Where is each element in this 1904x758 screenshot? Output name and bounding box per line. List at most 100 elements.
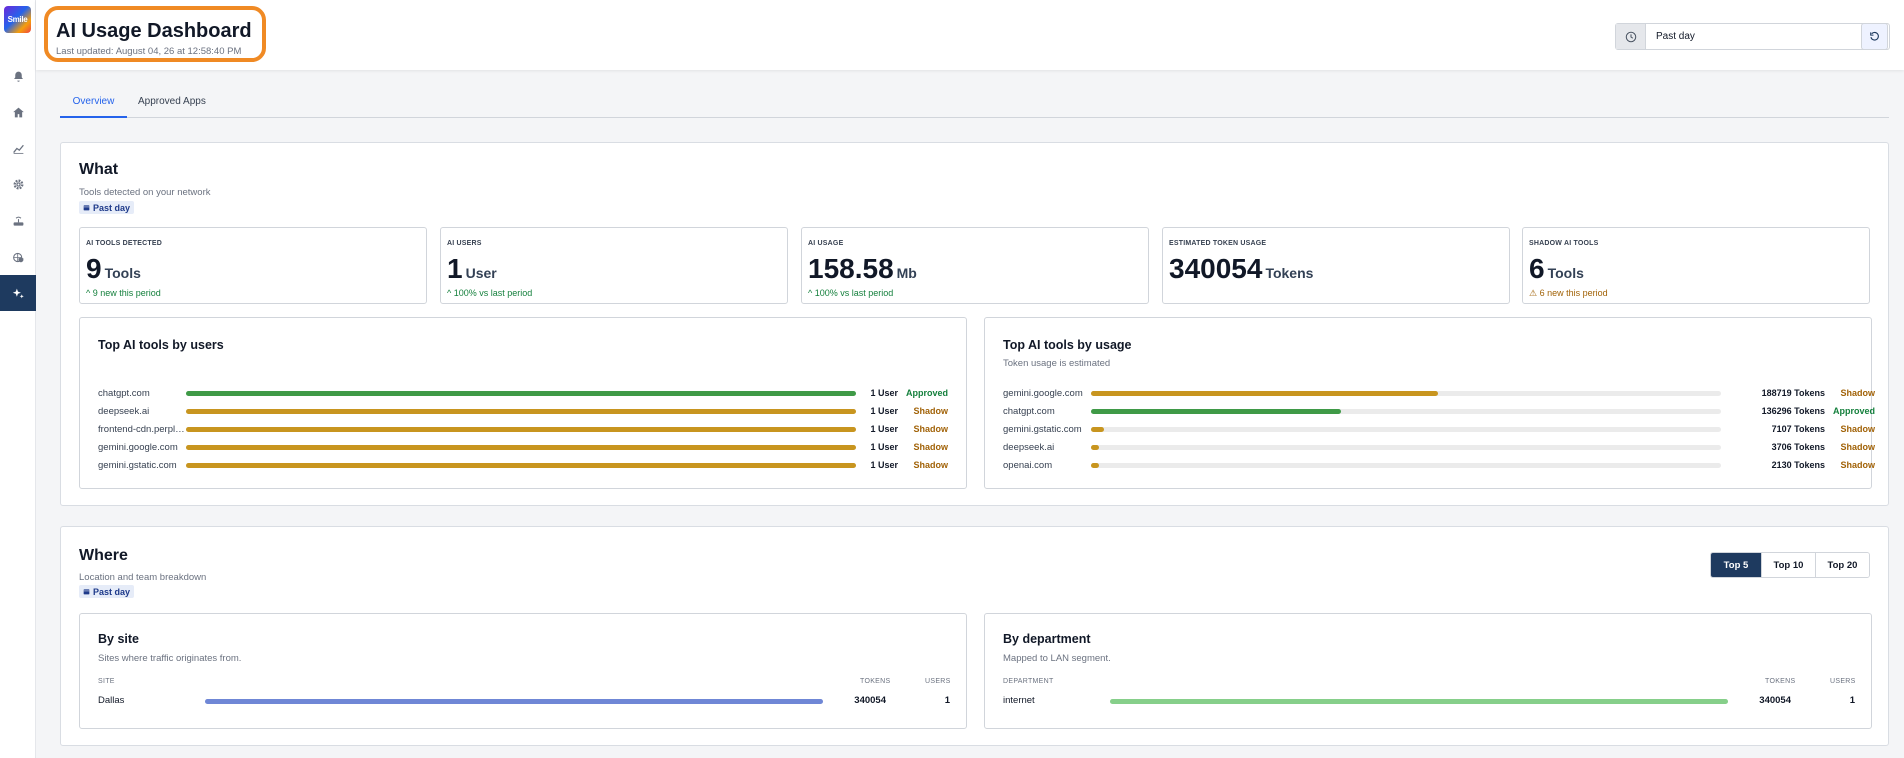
tool-count: 1 User — [870, 460, 898, 470]
bar-fill — [186, 390, 856, 396]
router-icon — [13, 216, 23, 226]
tool-count: 2130 Tokens — [1771, 460, 1825, 470]
column-header-users: USERS — [925, 678, 951, 685]
bar-track — [1091, 462, 1721, 468]
status-badge: Approved — [1832, 406, 1875, 416]
users-row[interactable]: gemini.google.com 1 User Shadow — [98, 440, 948, 454]
stat-value: 1 User — [447, 253, 497, 284]
sidebar-item-network-security[interactable] — [0, 239, 36, 275]
clock-icon — [1616, 24, 1646, 49]
last-updated-text: Last updated: August 04, 26 at 12:58:40 … — [56, 46, 242, 57]
sidebar-item-router[interactable] — [0, 203, 36, 239]
status-badge: Approved — [905, 388, 948, 398]
stat-card-shadow-ai: SHADOW AI TOOLS 6 Tools ⚠ 6 new this peri… — [1522, 227, 1870, 304]
tab-approved-apps[interactable]: Approved Apps — [138, 96, 206, 107]
stat-note: ^ 9 new this period — [86, 288, 161, 298]
tool-name: gemini.gstatic.com — [98, 459, 177, 471]
bell-icon — [13, 71, 23, 82]
home-icon — [12, 107, 24, 117]
tool-name: deepseek.ai — [1003, 441, 1055, 453]
sidebar-item-ai[interactable] — [0, 275, 36, 311]
site-name: Dallas — [98, 695, 125, 706]
bar-track — [186, 462, 856, 468]
top-10-button[interactable]: Top 10 — [1761, 553, 1815, 577]
calendar-icon — [83, 205, 90, 211]
usage-row[interactable]: openai.com 2130 Tokens Shadow — [1003, 458, 1875, 472]
site-tokens: 340054 — [854, 695, 886, 706]
users-row[interactable]: gemini.gstatic.com 1 User Shadow — [98, 458, 948, 472]
sidebar-item-home[interactable] — [0, 94, 36, 130]
page-title: AI Usage Dashboard — [56, 20, 252, 42]
status-badge: Shadow — [1840, 424, 1875, 434]
top-n-toggle: Top 5 Top 10 Top 20 — [1710, 552, 1870, 578]
bar-track — [1091, 426, 1721, 432]
bar-fill — [1091, 426, 1105, 432]
status-badge: Shadow — [913, 460, 948, 470]
stat-note: ^ 100% vs last period — [447, 288, 533, 298]
sidebar-item-notifications[interactable] — [0, 58, 36, 94]
stat-value: 158.58 Mb — [808, 253, 917, 284]
stat-value: 6 Tools — [1529, 253, 1584, 284]
usage-row[interactable]: chatgpt.com 136296 Tokens Approved — [1003, 404, 1875, 418]
shield-network-icon — [12, 252, 23, 262]
stat-card-ai-tools: AI TOOLS DETECTED 9 Tools ^ 9 new this pe… — [79, 227, 427, 304]
users-row[interactable]: deepseek.ai 1 User Shadow — [98, 404, 948, 418]
users-row[interactable]: chatgpt.com 1 User Approved — [98, 386, 948, 400]
tool-name: gemini.gstatic.com — [1003, 423, 1082, 435]
stat-note: ⚠ 6 new this period — [1529, 288, 1608, 298]
panel-subtitle: Mapped to LAN segment. — [1003, 653, 1111, 664]
panel-title: Top AI tools by usage — [1003, 338, 1132, 352]
tool-name: gemini.google.com — [1003, 387, 1083, 399]
period-badge: Past day — [79, 201, 135, 214]
title-highlight: AI Usage Dashboard Last updated: August … — [44, 6, 266, 62]
tool-name: chatgpt.com — [98, 387, 150, 399]
app-logo[interactable]: Smile — [4, 6, 31, 33]
status-badge: Shadow — [1840, 442, 1875, 452]
tab-overview[interactable]: Overview — [60, 92, 127, 118]
tool-name: frontend-cdn.perplexity.ai — [98, 423, 186, 435]
stat-card-ai-users: AI USERS 1 User ^ 100% vs last period — [440, 227, 788, 304]
sidebar-item-settings[interactable] — [0, 166, 36, 202]
panel-subtitle: Sites where traffic originates from. — [98, 653, 242, 664]
bar-track — [186, 444, 856, 450]
sidebar: Smile — [0, 0, 36, 758]
panel-title: By department — [1003, 632, 1091, 646]
status-badge: Shadow — [913, 424, 948, 434]
usage-row[interactable]: gemini.google.com 188719 Tokens Shadow — [1003, 386, 1875, 400]
top-20-button[interactable]: Top 20 — [1815, 553, 1869, 577]
top-5-button[interactable]: Top 5 — [1711, 553, 1761, 577]
bar-fill — [1091, 444, 1099, 450]
time-range-select[interactable]: Past day — [1615, 23, 1890, 50]
column-header-users: USERS — [1830, 678, 1856, 685]
column-header-tokens: TOKENS — [860, 678, 891, 685]
stat-label: ESTIMATED TOKEN USAGE — [1169, 240, 1267, 247]
department-name: internet — [1003, 695, 1035, 706]
bar-fill — [186, 408, 856, 414]
stat-card-ai-usage: AI USAGE 158.58 Mb ^ 100% vs last period — [801, 227, 1149, 304]
tool-name: openai.com — [1003, 459, 1053, 471]
panel-title: By site — [98, 632, 139, 646]
column-header-department: DEPARTMENT — [1003, 678, 1054, 685]
bar-track — [1091, 408, 1721, 414]
usage-row[interactable]: gemini.gstatic.com 7107 Tokens Shadow — [1003, 422, 1875, 436]
tool-count: 188719 Tokens — [1761, 388, 1825, 398]
status-badge: Shadow — [913, 442, 948, 452]
where-subtitle: Location and team breakdown — [79, 572, 207, 583]
period-label: Past day — [93, 586, 131, 597]
sidebar-item-analytics[interactable] — [0, 130, 36, 166]
site-bar-track — [205, 699, 823, 704]
tool-name: gemini.google.com — [98, 441, 178, 453]
department-bar-track — [1110, 699, 1728, 704]
users-row[interactable]: frontend-cdn.perplexity.ai 1 User Shadow — [98, 422, 948, 436]
department-bar — [1110, 699, 1728, 704]
tool-name: deepseek.ai — [98, 405, 150, 417]
refresh-button[interactable] — [1861, 23, 1888, 50]
by-department-panel: By department Mapped to LAN segment. DEP… — [984, 613, 1872, 729]
tool-count: 1 User — [870, 424, 898, 434]
tool-count: 7107 Tokens — [1771, 424, 1825, 434]
tool-count: 1 User — [870, 406, 898, 416]
calendar-icon — [83, 589, 90, 595]
bar-fill — [186, 444, 856, 450]
usage-row[interactable]: deepseek.ai 3706 Tokens Shadow — [1003, 440, 1875, 454]
bar-track — [186, 408, 856, 414]
